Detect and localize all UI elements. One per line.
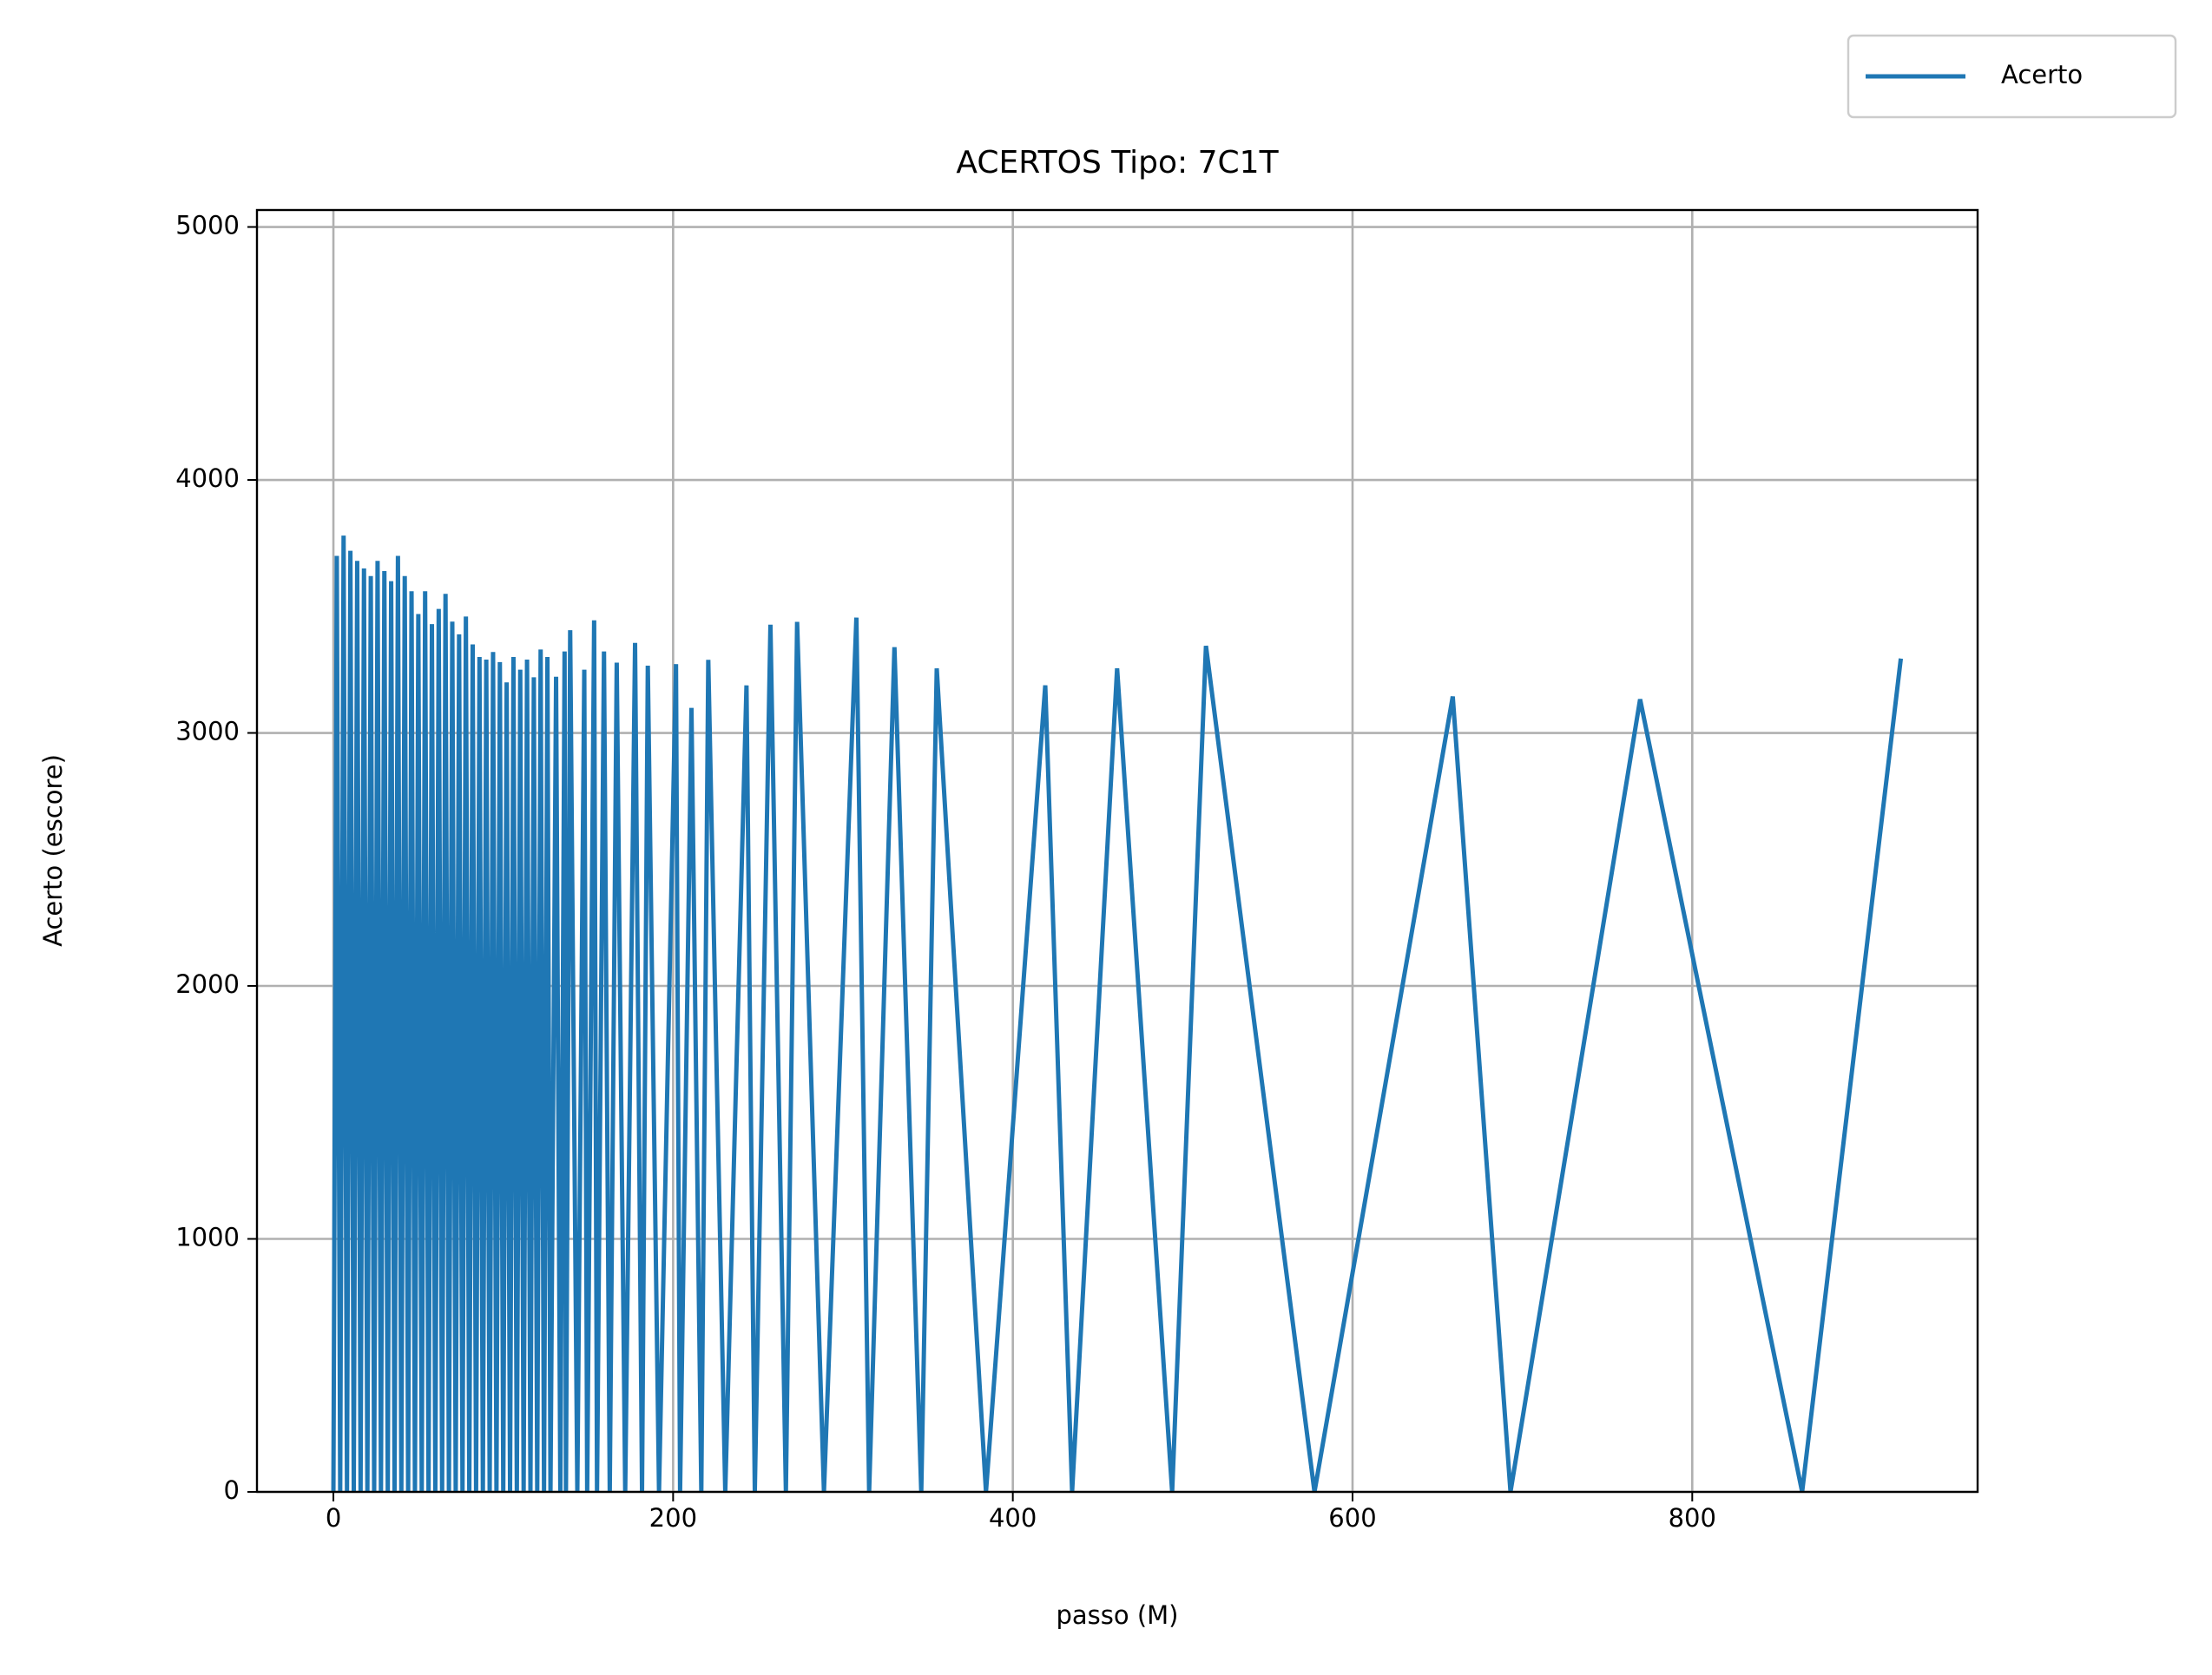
y-tick-label: 1000 <box>175 1223 240 1252</box>
x-tick-label: 600 <box>1328 1503 1376 1533</box>
y-tick-label: 3000 <box>175 717 240 746</box>
x-axis-label: passo (M) <box>1056 1600 1178 1630</box>
y-tick-label: 0 <box>224 1475 240 1505</box>
legend-label: Acerto <box>2001 60 2083 89</box>
data-line <box>331 535 1904 1493</box>
legend-box <box>1847 34 2177 119</box>
x-tick-label: 200 <box>649 1503 697 1533</box>
y-tick-label: 2000 <box>175 969 240 999</box>
y-tick-label: 5000 <box>175 211 240 240</box>
x-tick-label: 0 <box>326 1503 341 1533</box>
chart-title: ACERTOS Tipo: 7C1T <box>956 145 1279 181</box>
y-tick-label: 4000 <box>175 463 240 493</box>
x-tick-label: 800 <box>1669 1503 1716 1533</box>
x-tick-label: 400 <box>989 1503 1037 1533</box>
y-axis-label: Acerto (escore) <box>38 754 68 947</box>
plot-frame <box>255 208 1979 1494</box>
